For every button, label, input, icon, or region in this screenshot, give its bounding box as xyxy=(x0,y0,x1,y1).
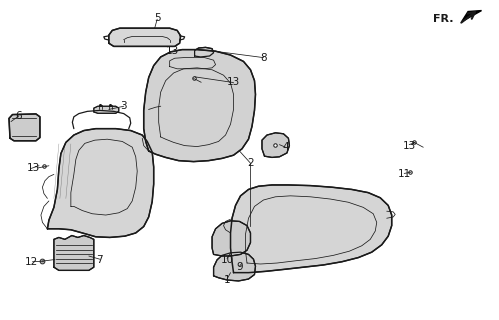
Text: 5: 5 xyxy=(154,12,161,23)
Polygon shape xyxy=(231,185,392,273)
Polygon shape xyxy=(214,252,255,281)
Text: 6: 6 xyxy=(15,111,22,121)
Text: 9: 9 xyxy=(236,262,243,272)
Text: 1: 1 xyxy=(224,275,231,285)
Text: 13: 13 xyxy=(227,76,240,87)
Polygon shape xyxy=(94,106,119,113)
Text: 13: 13 xyxy=(166,46,179,56)
Text: FR.: FR. xyxy=(433,13,454,24)
Polygon shape xyxy=(9,114,40,141)
Polygon shape xyxy=(109,28,181,46)
Polygon shape xyxy=(262,133,289,157)
Text: 13: 13 xyxy=(403,140,416,151)
Text: 11: 11 xyxy=(398,169,411,180)
Polygon shape xyxy=(195,47,214,57)
Text: 13: 13 xyxy=(27,163,40,173)
Text: 2: 2 xyxy=(247,158,254,168)
Text: 12: 12 xyxy=(24,257,37,268)
Polygon shape xyxy=(54,236,94,270)
Text: 10: 10 xyxy=(221,255,234,265)
Polygon shape xyxy=(144,50,255,162)
Text: 3: 3 xyxy=(120,100,127,111)
Polygon shape xyxy=(212,221,250,256)
Text: 8: 8 xyxy=(260,52,267,63)
Text: 4: 4 xyxy=(282,142,289,152)
Polygon shape xyxy=(47,129,154,237)
Text: 7: 7 xyxy=(96,255,103,265)
Polygon shape xyxy=(462,11,482,22)
